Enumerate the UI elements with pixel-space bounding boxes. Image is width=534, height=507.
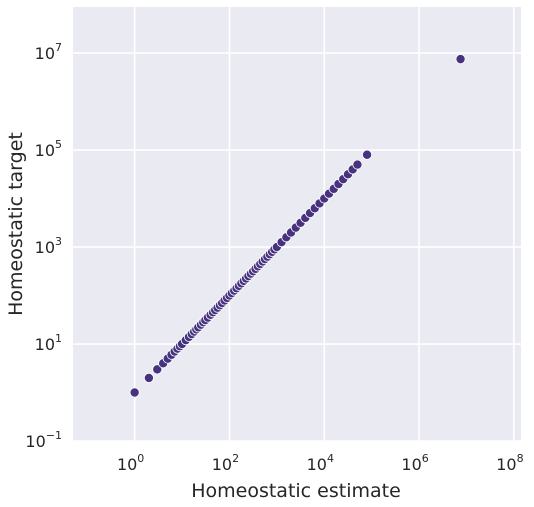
data-points [129,54,466,398]
x-tick-labels: 100 102 104 106 108 [117,452,524,474]
y-tick-label: 107 [35,41,62,63]
y-tick-label: 101 [35,332,62,354]
data-point [362,149,373,160]
x-tick-label: 106 [401,452,428,474]
x-axis-label: Homeostatic estimate [191,480,401,502]
data-point [352,159,363,170]
x-tick-label: 100 [117,452,144,474]
data-point [455,54,466,65]
y-tick-label: 105 [35,138,62,160]
data-point [143,372,154,383]
x-gridlines [133,7,515,441]
y-tick-label: 10−1 [25,429,62,451]
x-tick-label: 108 [496,452,523,474]
y-tick-label: 103 [35,235,62,257]
x-tick-label: 104 [307,452,334,474]
y-gridlines [73,52,521,442]
x-tick-label: 102 [212,452,239,474]
data-point [129,387,140,398]
y-tick-labels: 10−1 101 103 105 107 [25,41,62,451]
data-point [152,364,163,375]
y-axis-label: Homeostatic target [5,132,27,316]
